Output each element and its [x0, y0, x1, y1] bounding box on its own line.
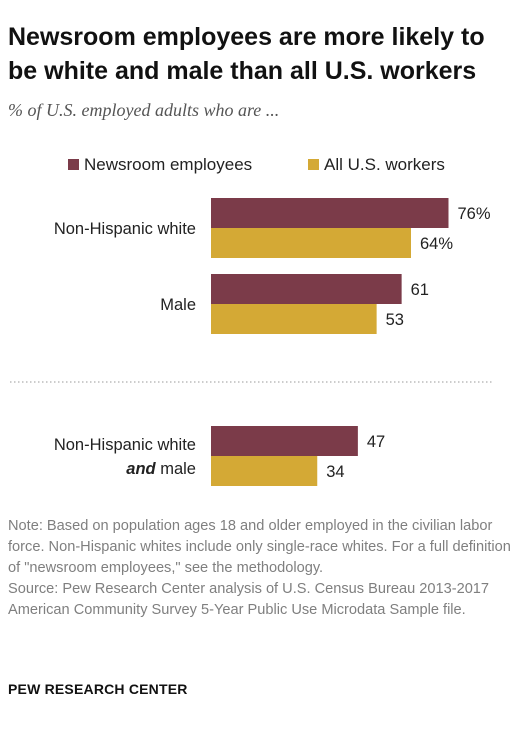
legend-label-2: All U.S. workers — [324, 155, 445, 174]
category-label-1: Non-Hispanic white — [54, 220, 196, 238]
chart-subtitle: % of U.S. employed adults who are ... — [8, 100, 280, 120]
note-text: Note: Based on population ages 18 and ol… — [8, 518, 511, 576]
bar-newsroom-3 — [211, 426, 358, 456]
category-label-3-line-2: and male — [126, 460, 196, 478]
data-label-all-workers-1: 64% — [420, 235, 453, 253]
category-label-3-line-1: Non-Hispanic white — [54, 436, 196, 454]
chart-title: Newsroom employees are more likely to be… — [8, 23, 485, 85]
legend-swatch-1 — [68, 159, 79, 170]
data-label-newsroom-1: 76% — [458, 205, 491, 223]
category-label-2: Male — [160, 296, 196, 314]
data-label-newsroom-3: 47 — [367, 433, 385, 451]
bar-newsroom-2 — [211, 274, 402, 304]
legend-label-1: Newsroom employees — [84, 155, 252, 174]
brand-logo-text: PEW RESEARCH CENTER — [8, 681, 188, 697]
bar-chart: Newsroom employees All U.S. workers 76% 64%… — [10, 155, 492, 486]
footnote: Note: Based on population ages 18 and ol… — [8, 516, 513, 621]
source-text: Source: Pew Research Center analysis of … — [8, 581, 490, 618]
bar-all-workers-1 — [211, 228, 411, 258]
legend-swatch-2 — [308, 159, 319, 170]
data-label-all-workers-2: 53 — [386, 311, 404, 329]
bar-all-workers-2 — [211, 304, 377, 334]
bar-newsroom-1 — [211, 198, 449, 228]
data-label-newsroom-2: 61 — [411, 281, 429, 299]
bar-all-workers-3 — [211, 456, 318, 486]
data-label-all-workers-3: 34 — [326, 463, 344, 481]
